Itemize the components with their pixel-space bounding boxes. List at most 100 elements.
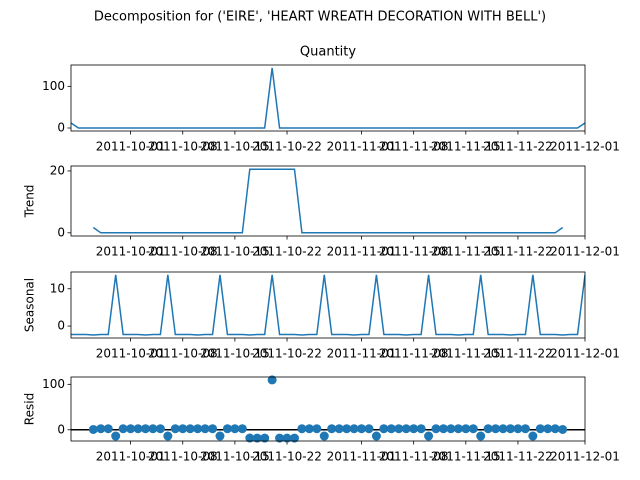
x-tick-label: 2011-10-15 — [200, 450, 270, 464]
y-tick-label: 20 — [50, 163, 65, 177]
x-tick-label: 2011-12-01 — [550, 140, 620, 154]
x-tick-label: 2011-10-08 — [148, 245, 218, 259]
x-tick-label: 2011-10-01 — [96, 140, 166, 154]
x-tick-label: 2011-11-08 — [379, 450, 449, 464]
resid-point — [543, 424, 553, 434]
x-tick-label: 2011-10-22 — [252, 140, 322, 154]
x-tick-label: 2011-10-22 — [252, 347, 322, 361]
x-tick-label: 2011-12-01 — [550, 347, 620, 361]
x-tick-label: 2011-11-22 — [483, 347, 553, 361]
resid-point — [133, 424, 143, 434]
resid-point — [520, 424, 530, 434]
x-tick-label: 2011-11-15 — [431, 450, 501, 464]
resid-point — [260, 433, 270, 443]
resid-point — [103, 424, 113, 434]
resid-point — [498, 424, 508, 434]
x-tick-label: 2011-11-15 — [431, 347, 501, 361]
resid-point — [319, 431, 329, 441]
x-tick-label: 2011-11-08 — [379, 347, 449, 361]
series-line — [71, 274, 585, 336]
axes-frame — [70, 271, 586, 339]
resid-point — [282, 433, 292, 443]
resid-point — [215, 431, 225, 441]
resid-point — [424, 431, 434, 441]
resid-point — [289, 433, 299, 443]
x-tick-label: 2011-10-15 — [200, 245, 270, 259]
x-tick-label: 2011-10-01 — [96, 347, 166, 361]
subplot: Seasonal 0 10 2011-10-012011-10-082011-10-1… — [23, 271, 620, 361]
resid-point — [506, 424, 516, 434]
resid-point — [446, 424, 456, 434]
x-tick-label: 2011-10-08 — [148, 347, 218, 361]
resid-point — [304, 424, 314, 434]
y-tick-label: 0 — [57, 121, 65, 135]
resid-point — [334, 424, 344, 434]
resid-point — [245, 433, 255, 443]
y-axis-label: Resid — [23, 393, 37, 425]
x-tick-label: 2011-11-01 — [327, 140, 397, 154]
x-tick-label: 2011-11-01 — [327, 347, 397, 361]
resid-point — [170, 424, 180, 434]
y-tick-label: 0 — [57, 319, 65, 333]
x-tick-label: 2011-11-15 — [431, 245, 501, 259]
resid-point — [364, 424, 374, 434]
resid-point — [416, 424, 426, 434]
resid-point — [222, 424, 232, 434]
axes-frame — [70, 64, 586, 132]
x-tick-label: 2011-10-01 — [96, 450, 166, 464]
resid-point — [409, 424, 419, 434]
subplot: Trend0202011-10-012011-10-082011-10-1520… — [23, 163, 620, 258]
resid-point — [513, 424, 523, 434]
resid-point — [528, 431, 538, 441]
resid-point — [96, 424, 106, 434]
resid-point — [401, 424, 411, 434]
y-axis-label: Trend — [23, 185, 37, 219]
x-tick-label: 2011-10-22 — [252, 450, 322, 464]
resid-point — [88, 424, 98, 434]
x-tick-label: 2011-10-01 — [96, 245, 166, 259]
resid-point — [163, 431, 173, 441]
resid-point — [185, 424, 195, 434]
x-tick-label: 2011-11-22 — [483, 245, 553, 259]
x-tick-label: 2011-11-08 — [379, 140, 449, 154]
x-tick-label: 2011-10-08 — [148, 140, 218, 154]
resid-point — [550, 424, 560, 434]
resid-point — [275, 433, 285, 443]
resid-point — [453, 424, 463, 434]
resid-point — [126, 424, 136, 434]
figure-title: Decomposition for ('EIRE', 'HEART WREATH… — [94, 10, 546, 25]
resid-point — [461, 424, 471, 434]
resid-point — [200, 424, 210, 434]
x-tick-label: 2011-11-08 — [379, 245, 449, 259]
x-tick-label: 2011-12-01 — [550, 450, 620, 464]
resid-point — [193, 424, 203, 434]
resid-point — [483, 424, 493, 434]
x-tick-label: 2011-11-15 — [431, 140, 501, 154]
y-tick-label: 100 — [42, 377, 65, 391]
x-tick-label: 2011-11-01 — [327, 245, 397, 259]
resid-point — [476, 431, 486, 441]
resid-point — [357, 424, 367, 434]
resid-point — [431, 424, 441, 434]
resid-point — [349, 424, 359, 434]
y-tick-label: 100 — [42, 79, 65, 93]
x-tick-label: 2011-12-01 — [550, 245, 620, 259]
x-tick-label: 2011-10-08 — [148, 450, 218, 464]
resid-point — [208, 424, 218, 434]
subplot-title: Quantity — [300, 45, 356, 60]
resid-point — [230, 424, 240, 434]
x-tick-label: 2011-11-22 — [483, 450, 553, 464]
y-axis-label: Seasonal — [23, 278, 37, 332]
resid-point — [312, 424, 322, 434]
x-tick-label: 2011-11-01 — [327, 450, 397, 464]
resid-point — [111, 431, 121, 441]
resid-point — [178, 424, 188, 434]
resid-point — [155, 424, 165, 434]
resid-point — [297, 424, 307, 434]
resid-point — [148, 424, 158, 434]
resid-point — [535, 424, 545, 434]
resid-point — [237, 424, 247, 434]
axes-frame — [70, 376, 586, 442]
